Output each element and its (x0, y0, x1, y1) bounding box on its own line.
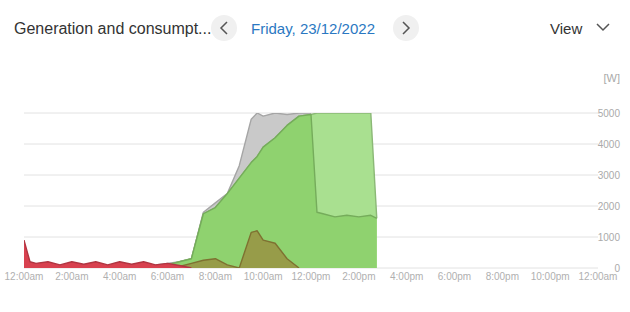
next-button[interactable] (393, 15, 419, 41)
x-tick-label: 2:00am (55, 271, 88, 282)
y-axis-label: [W] (604, 72, 621, 84)
chart: Generation and consumpt... Friday, 23/12/… (0, 0, 630, 312)
view-menu[interactable]: View (550, 20, 582, 37)
y-tick-label: 2000 (598, 201, 621, 212)
next-button-bg[interactable] (393, 15, 419, 41)
y-tick-label: 3000 (598, 170, 621, 181)
title: Generation and consumpt... (14, 20, 211, 37)
x-tick-label: 8:00pm (486, 271, 519, 282)
date[interactable]: Friday, 23/12/2022 (251, 20, 375, 37)
chart-root: Generation and consumpt... Friday, 23/12/… (0, 0, 630, 312)
plot-area (24, 113, 377, 268)
x-tick-label: 12:00pm (292, 271, 331, 282)
prev-button-bg[interactable] (211, 15, 237, 41)
x-tick-label: 8:00am (199, 271, 232, 282)
y-tick-label: 5000 (598, 108, 621, 119)
area-line (24, 240, 191, 268)
x-tick-label: 4:00am (103, 271, 136, 282)
x-tick-label: 12:00am (5, 271, 44, 282)
area-fill (168, 115, 377, 268)
prev-button[interactable] (211, 15, 237, 41)
x-tick-label: 6:00am (151, 271, 184, 282)
area-fill (24, 240, 191, 268)
y-tick-label: 1000 (598, 232, 621, 243)
x-tick-label: 2:00pm (342, 271, 375, 282)
x-tick-label: 10:00am (244, 271, 283, 282)
view-chevron[interactable] (597, 24, 609, 30)
prev-icon[interactable] (221, 22, 227, 34)
x-tick-label: 12:00am (579, 271, 618, 282)
x-tick-label: 10:00pm (531, 271, 570, 282)
y-tick-label: 4000 (598, 139, 621, 150)
area-line (179, 231, 299, 268)
x-tick-label: 6:00pm (438, 271, 471, 282)
area-fill (168, 113, 377, 268)
next-icon[interactable] (403, 22, 409, 34)
x-tick-label: 4:00pm (390, 271, 423, 282)
area-fill (179, 231, 299, 268)
